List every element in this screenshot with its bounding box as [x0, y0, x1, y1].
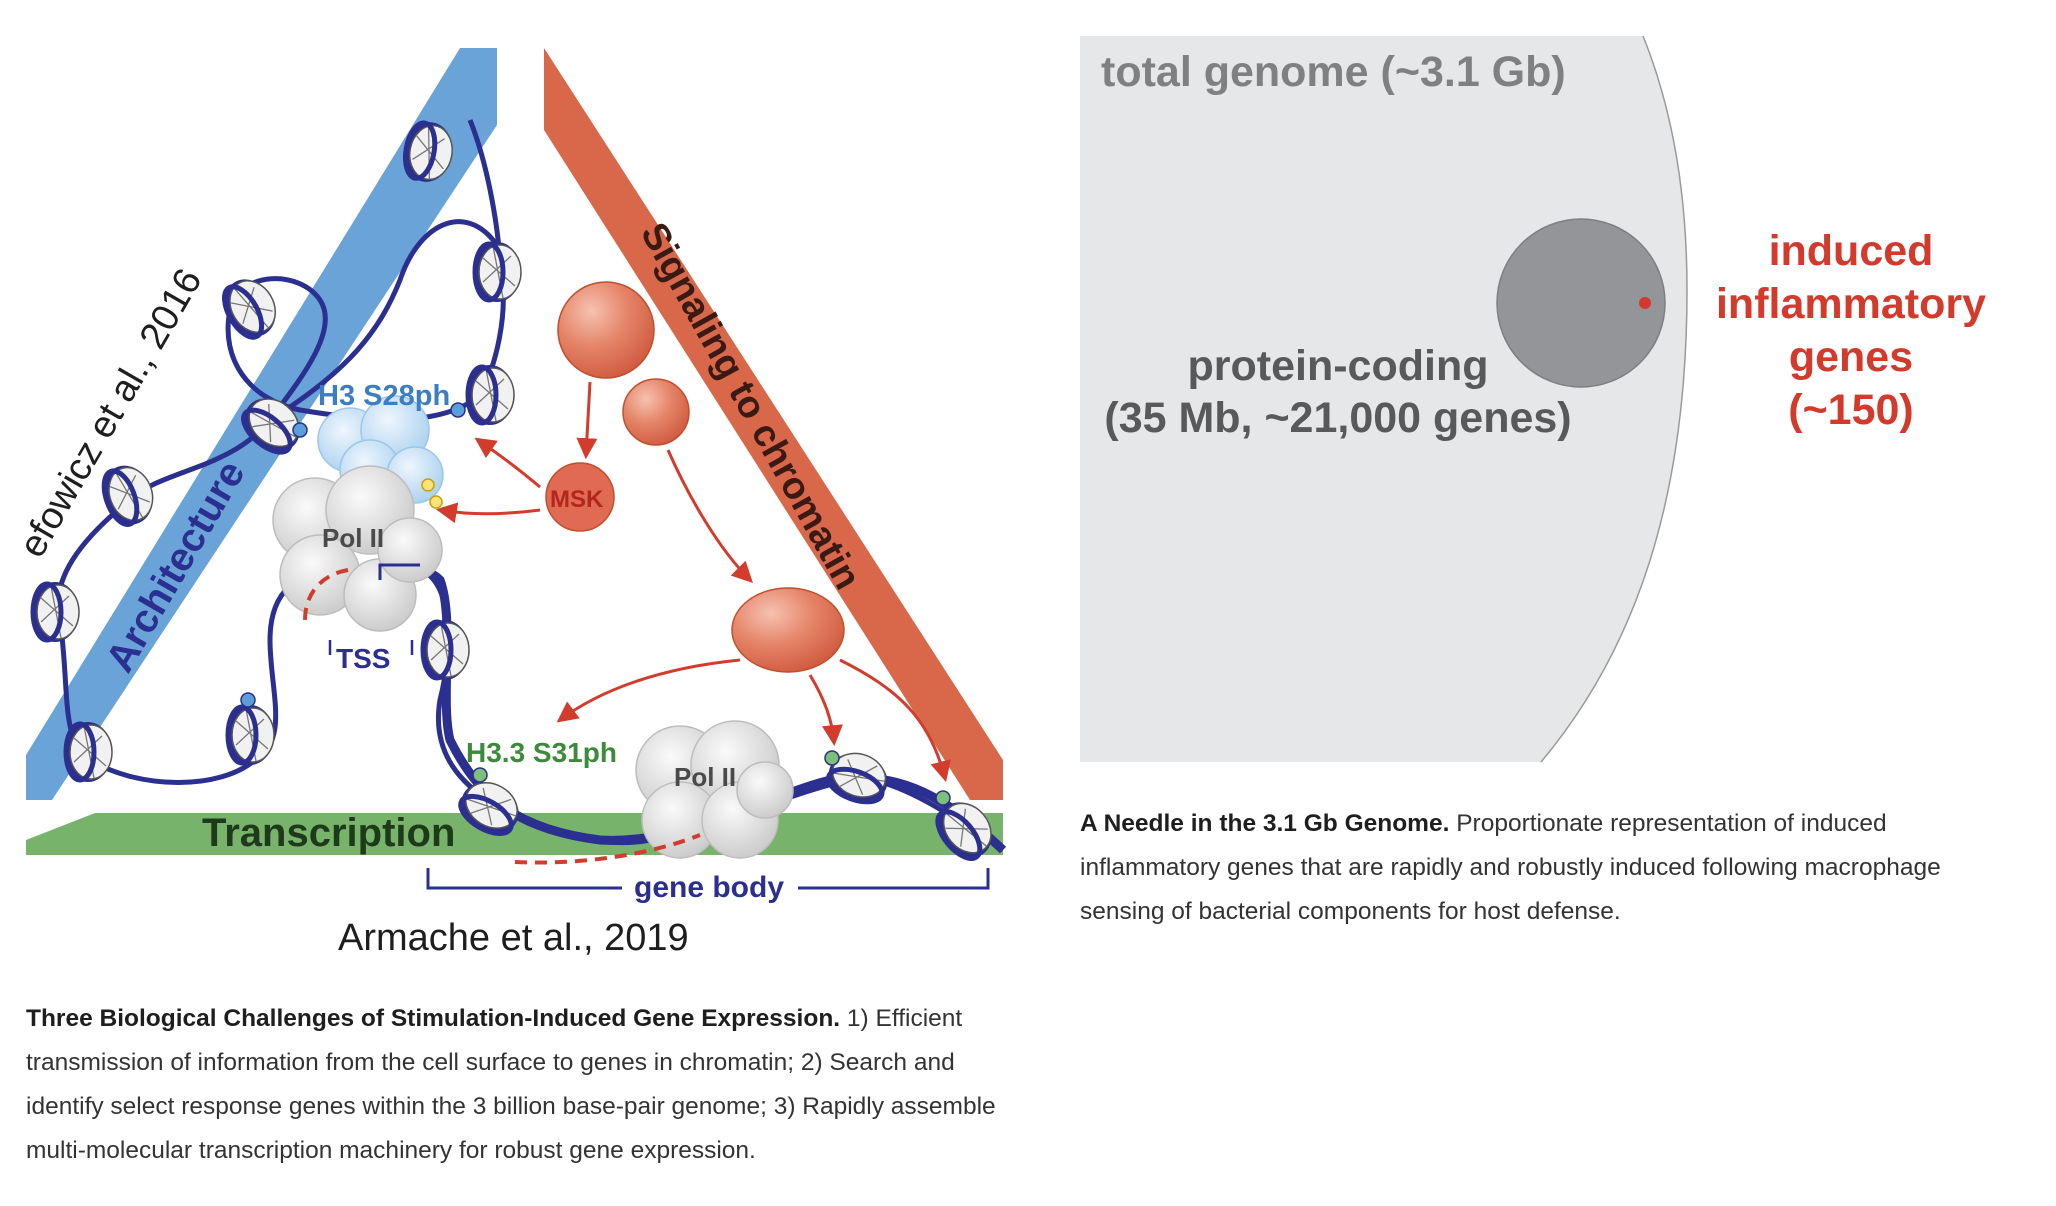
nucleosome-4 — [466, 365, 514, 425]
induced-label-line2: inflammatory — [1716, 280, 1986, 328]
genome-proportion-diagram: total genome (~3.1 Gb) protein-coding (3… — [1080, 35, 1986, 763]
left-figure-caption: Three Biological Challenges of Stimulati… — [26, 997, 1016, 1173]
induced-label-line4: (~150) — [1788, 386, 1914, 434]
transcription-label: Transcription — [202, 811, 455, 855]
phospho-dot-green — [824, 750, 840, 766]
left-caption-title: Three Biological Challenges of Stimulati… — [26, 1005, 841, 1032]
h33-s31ph-label: H3.3 S31ph — [466, 737, 617, 768]
right-caption-title: A Needle in the 3.1 Gb Genome. — [1080, 810, 1450, 837]
protein-coding-label-line2: (35 Mb, ~21,000 genes) — [1104, 394, 1571, 442]
protein-coding-label-line1: protein-coding — [1188, 342, 1489, 390]
pol2-bottom-label: Pol II — [674, 762, 736, 792]
phospho-dot-blue — [292, 422, 308, 438]
gene-expression-triangle-diagram: Architecture Signaling to chromatin Tran… — [26, 48, 1006, 959]
nucleosome-7 — [31, 582, 79, 642]
nucleosome-2 — [473, 242, 521, 302]
total-genome-region — [1080, 36, 1687, 762]
nucleosome-9 — [226, 705, 274, 765]
induced-label-line3: genes — [1789, 333, 1913, 381]
phospho-dot-green — [472, 767, 488, 783]
induced-genes-dot — [1639, 297, 1651, 309]
nucleosome-3 — [214, 270, 286, 346]
nucleosome-10 — [421, 620, 469, 680]
msk-label: MSK — [550, 486, 604, 513]
gene-body-label: gene body — [634, 871, 784, 904]
phospho-dot-blue — [240, 692, 256, 708]
pol2-complex-bottom: Pol II — [635, 720, 794, 859]
signaling-bar — [544, 48, 1003, 800]
induced-label-line1: induced — [1769, 227, 1934, 275]
right-figure-caption: A Needle in the 3.1 Gb Genome. Proportio… — [1080, 802, 2030, 934]
signaling-proteins: MSK — [545, 281, 845, 673]
pol2-top-label: Pol II — [322, 523, 384, 553]
left-caption-text: 1) Efficient transmission of information… — [26, 1005, 996, 1164]
total-genome-label: total genome (~3.1 Gb) — [1101, 48, 1566, 96]
citation-bottom: Armache et al., 2019 — [338, 917, 689, 959]
phospho-dot-green — [935, 790, 951, 806]
gene-body-bracket — [426, 868, 990, 890]
tss-label: TSS — [336, 643, 390, 674]
right-caption-text: Proportionate representation of induced … — [1080, 810, 1941, 925]
dna-upper-loop — [268, 219, 503, 423]
phospho-dot-blue — [450, 402, 466, 418]
h3-s28ph-label: H3 S28ph — [318, 380, 450, 412]
protein-coding-circle — [1496, 218, 1666, 388]
nucleosome-8 — [64, 722, 112, 782]
